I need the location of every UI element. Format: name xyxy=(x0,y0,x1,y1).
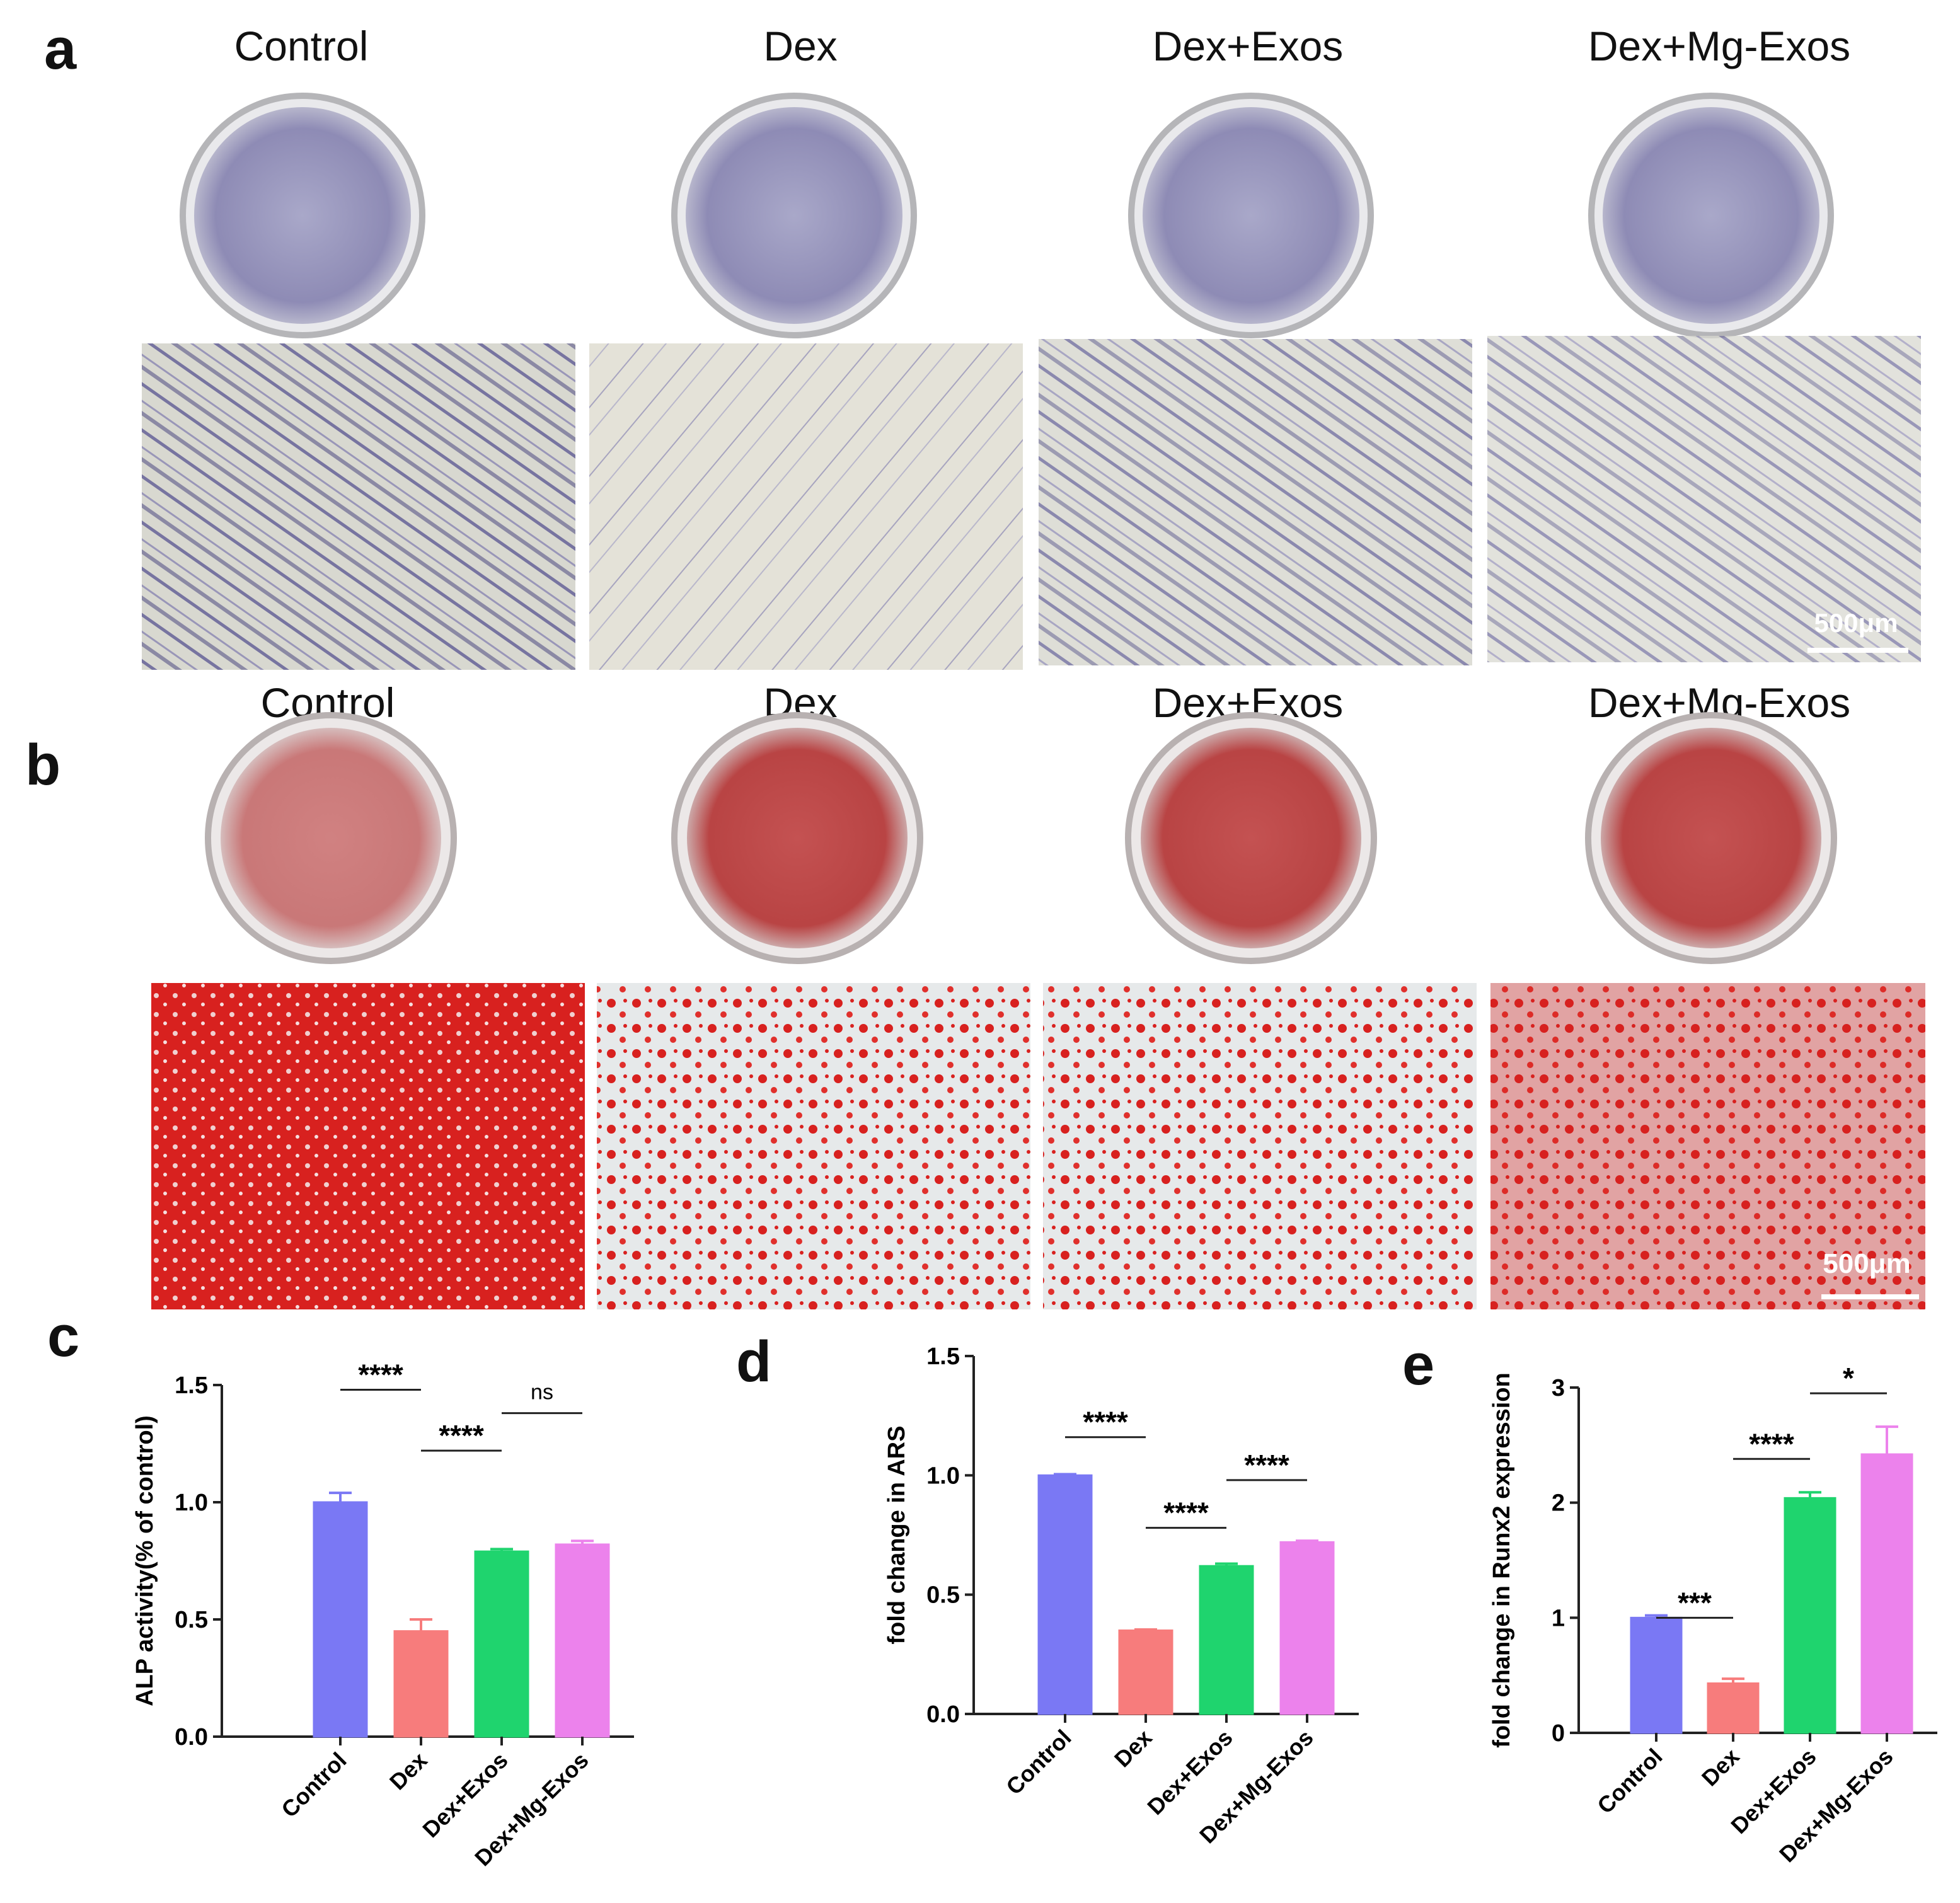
y-axis-label: fold change in Runx2 expression xyxy=(1489,1372,1515,1747)
micrograph-b-dex-exos xyxy=(1043,983,1477,1309)
panel-label-e: e xyxy=(1402,1333,1435,1397)
y-axis-label: fold change in ARS xyxy=(884,1426,910,1645)
bar-dex-mg-exos xyxy=(555,1543,610,1738)
x-tick-label: Dex xyxy=(1697,1744,1744,1791)
bar-dex-mg-exos xyxy=(1279,1541,1335,1715)
panel-a-title-dex-exos: Dex+Exos xyxy=(1152,23,1344,69)
panel-a-title-control: Control xyxy=(234,23,369,69)
bar-dex xyxy=(1707,1682,1760,1734)
y-tick-label: 0 xyxy=(1552,1720,1565,1747)
significance-label: * xyxy=(1843,1362,1854,1394)
x-tick-label: Control xyxy=(1592,1744,1667,1819)
y-tick-label: 1.5 xyxy=(175,1372,208,1399)
panel-a-title-dex-mg-exos: Dex+Mg-Exos xyxy=(1588,23,1851,69)
y-tick-label: 0.5 xyxy=(926,1582,960,1609)
panel-b-images: 500μm xyxy=(151,712,1925,1309)
dish-a-dex-mg-exos xyxy=(1603,107,1819,324)
chart-c-alp-activity: 0.0 0.5 1.0 1.5 ALP activity(% of control) Co… xyxy=(132,1358,634,1871)
dish-b-dex-mg-exos xyxy=(1601,728,1821,948)
y-tick-label: 3 xyxy=(1552,1375,1565,1401)
significance-label: **** xyxy=(1163,1497,1209,1529)
panel-label-d: d xyxy=(736,1330,772,1394)
x-tick-label: Control xyxy=(1001,1725,1076,1800)
bar-dex xyxy=(393,1630,449,1738)
y-tick-label: 0.5 xyxy=(175,1607,208,1633)
y-tick-label: 1 xyxy=(1552,1605,1565,1631)
dish-a-dex-exos xyxy=(1143,107,1359,324)
scale-bar-a-label: 500μm xyxy=(1814,608,1898,638)
bar-dex xyxy=(1118,1629,1173,1715)
micrograph-a-dex xyxy=(589,343,1023,670)
panel-label-b: b xyxy=(25,733,61,797)
y-tick-label: 0.0 xyxy=(175,1724,208,1751)
bar-control xyxy=(1037,1474,1093,1715)
significance-label: ns xyxy=(531,1381,553,1405)
dish-b-dex-exos xyxy=(1141,728,1361,948)
y-tick-label: 0.0 xyxy=(926,1701,960,1728)
significance-label: **** xyxy=(1749,1427,1794,1460)
chart-e-runx2: 0 1 2 3 fold change in Runx2 expression Contr… xyxy=(1489,1362,1937,1867)
panel-a-title-dex: Dex xyxy=(763,23,838,69)
y-tick-label: 1.5 xyxy=(926,1343,960,1370)
micrograph-b-dex-mg-exos xyxy=(1490,983,1925,1309)
significance-label: *** xyxy=(1678,1586,1712,1619)
chart-d-ars: 0.0 0.5 1.0 1.5 fold change in ARS Control Dex… xyxy=(884,1343,1359,1848)
micrograph-b-control xyxy=(151,983,585,1309)
micrograph-b-dex xyxy=(597,983,1030,1309)
y-tick-label: 1.0 xyxy=(175,1490,208,1516)
bar-dex-exos xyxy=(1784,1497,1836,1734)
dish-a-dex xyxy=(686,107,902,324)
bar-dex-exos xyxy=(474,1550,529,1738)
dish-b-dex xyxy=(687,728,908,948)
y-tick-label: 1.0 xyxy=(926,1463,960,1489)
y-tick-label: 2 xyxy=(1552,1490,1565,1517)
significance-label: **** xyxy=(1244,1449,1289,1481)
significance-label: **** xyxy=(439,1419,484,1452)
bar-control xyxy=(313,1501,368,1738)
scale-bar-b-label: 500μm xyxy=(1823,1248,1910,1279)
x-tick-label: Control xyxy=(276,1747,351,1822)
micrograph-a-control xyxy=(142,343,575,670)
significance-label: **** xyxy=(1083,1406,1128,1439)
bar-control xyxy=(1630,1616,1683,1734)
bar-dex-exos xyxy=(1199,1565,1254,1715)
micrograph-a-dex-exos xyxy=(1039,339,1472,665)
dish-b-control xyxy=(221,728,441,948)
panel-label-c: c xyxy=(47,1304,80,1369)
panel-label-a: a xyxy=(44,17,77,81)
x-tick-label: Dex xyxy=(1109,1725,1157,1773)
micrograph-a-dex-mg-exos xyxy=(1487,336,1921,662)
x-tick-label: Dex xyxy=(384,1747,432,1795)
dish-a-control xyxy=(194,107,411,324)
y-axis-label: ALP activity(% of control) xyxy=(132,1415,158,1706)
significance-label: **** xyxy=(358,1358,403,1391)
bar-dex-mg-exos xyxy=(1860,1453,1913,1734)
panel-a-images: 500μm xyxy=(142,93,1921,670)
